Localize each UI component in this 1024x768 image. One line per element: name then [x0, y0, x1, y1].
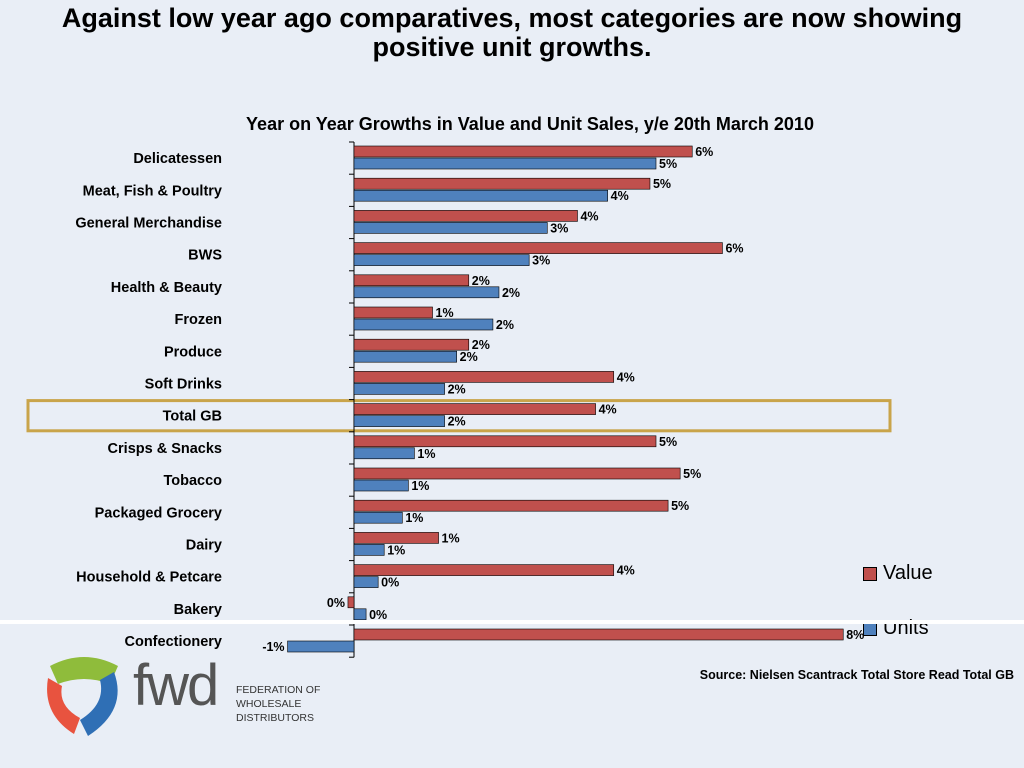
data-label-value-confectionery: 8% — [846, 628, 864, 642]
bar-value-crisps-snacks — [353, 435, 657, 448]
bar-value-meat-fish-poultry — [353, 177, 651, 190]
data-label-value-bws: 6% — [725, 242, 743, 256]
bar-value-confectionery — [353, 628, 844, 641]
logo-line-3: DISTRIBUTORS — [236, 712, 314, 724]
bar-value-soft-drinks — [353, 371, 615, 383]
data-label-units-confectionery: -1% — [262, 640, 284, 654]
source-note: Source: Nielsen Scantrack Total Store Re… — [699, 668, 1014, 682]
category-label-total-gb: Total GB — [163, 409, 222, 425]
bar-units-household-petcare — [353, 576, 379, 588]
bar-value-health-beauty — [353, 274, 470, 287]
data-label-units-tobacco: 1% — [411, 479, 429, 493]
chart-title: Year on Year Growths in Value and Unit S… — [246, 114, 814, 134]
bar-units-health-beauty — [353, 286, 500, 299]
bar-value-frozen — [353, 306, 433, 319]
logo-wordmark: fwd — [133, 653, 219, 718]
bar-units-bakery — [353, 608, 367, 621]
data-label-value-bakery: 0% — [327, 596, 345, 610]
data-label-units-crisps-snacks: 1% — [417, 447, 435, 461]
bar-units-dairy — [353, 544, 385, 556]
category-label-delicatessen: Delicatessen — [133, 151, 222, 167]
category-label-bakery: Bakery — [174, 602, 222, 618]
category-label-confectionery: Confectionery — [125, 634, 223, 650]
bar-units-frozen — [353, 318, 494, 331]
bar-value-bws — [353, 242, 723, 254]
bar-units-crisps-snacks — [353, 447, 415, 460]
data-label-value-crisps-snacks: 5% — [659, 435, 677, 449]
bar-units-bws — [353, 254, 530, 266]
data-label-units-general-merchandise: 3% — [550, 221, 568, 235]
category-label-household-petcare: Household & Petcare — [76, 570, 222, 586]
bar-units-produce — [353, 350, 457, 363]
bar-value-bakery — [347, 596, 355, 609]
bar-value-general-merchandise — [353, 210, 578, 222]
category-label-meat-fish-poultry: Meat, Fish & Poultry — [83, 183, 222, 199]
data-label-value-produce: 2% — [472, 338, 490, 352]
data-label-units-delicatessen: 5% — [659, 157, 677, 171]
data-label-units-household-petcare: 0% — [381, 576, 399, 590]
data-label-units-produce: 2% — [460, 350, 478, 364]
bar-value-delicatessen — [353, 145, 693, 158]
legend-swatch-value — [863, 566, 877, 581]
bar-value-total-gb — [353, 403, 596, 415]
bar-value-produce — [353, 338, 470, 351]
category-label-health-beauty: Health & Beauty — [111, 280, 222, 296]
bar-value-packaged-grocery — [353, 499, 669, 512]
headline-line-2: positive unit growths. — [372, 32, 652, 62]
category-label-dairy: Dairy — [186, 538, 222, 554]
data-label-value-dairy: 1% — [442, 531, 460, 545]
category-label-bws: BWS — [188, 248, 222, 264]
data-label-value-meat-fish-poultry: 5% — [653, 177, 671, 191]
bar-value-dairy — [353, 532, 439, 544]
bar-units-tobacco — [353, 479, 409, 492]
data-label-units-packaged-grocery: 1% — [405, 511, 423, 525]
highlight-box — [26, 399, 892, 433]
bar-units-packaged-grocery — [353, 511, 403, 524]
category-label-produce: Produce — [164, 344, 222, 360]
logo-line-2: WHOLESALE — [236, 698, 302, 710]
bar-units-meat-fish-poultry — [353, 189, 608, 202]
divider-line — [0, 620, 1024, 624]
data-label-value-general-merchandise: 4% — [580, 209, 598, 223]
legend-item-value: Value — [863, 562, 933, 585]
bar-units-soft-drinks — [353, 383, 445, 395]
data-label-units-soft-drinks: 2% — [448, 382, 466, 396]
bar-units-confectionery — [287, 640, 355, 653]
category-label-general-merchandise: General Merchandise — [75, 216, 222, 232]
data-label-value-total-gb: 4% — [599, 403, 617, 417]
category-label-soft-drinks: Soft Drinks — [145, 377, 222, 393]
data-label-value-health-beauty: 2% — [472, 274, 490, 288]
bar-units-total-gb — [353, 415, 445, 427]
data-label-units-meat-fish-poultry: 4% — [611, 189, 629, 203]
data-label-units-frozen: 2% — [496, 318, 514, 332]
fwd-logo-icon — [47, 657, 118, 736]
bar-units-delicatessen — [353, 157, 657, 170]
headline-line-1: Against low year ago comparatives, most … — [61, 3, 963, 33]
data-label-value-tobacco: 5% — [683, 467, 701, 481]
category-label-packaged-grocery: Packaged Grocery — [95, 505, 222, 521]
data-label-units-total-gb: 2% — [448, 415, 466, 429]
bar-value-tobacco — [353, 467, 681, 480]
data-label-units-bakery: 0% — [369, 608, 387, 622]
data-label-units-bws: 3% — [532, 254, 550, 268]
data-label-value-packaged-grocery: 5% — [671, 499, 689, 513]
data-label-value-frozen: 1% — [436, 306, 454, 320]
bar-value-household-petcare — [353, 564, 615, 576]
category-label-frozen: Frozen — [174, 312, 222, 328]
data-label-units-health-beauty: 2% — [502, 286, 520, 300]
data-label-value-household-petcare: 4% — [617, 564, 635, 578]
legend-label-value: Value — [883, 562, 933, 584]
data-label-value-delicatessen: 6% — [695, 145, 713, 159]
category-label-crisps-snacks: Crisps & Snacks — [108, 441, 222, 457]
headline: Against low year ago comparatives, most … — [0, 4, 1024, 62]
logo-subtitle: FEDERATION OF WHOLESALE DISTRIBUTORS — [236, 683, 320, 725]
bar-units-general-merchandise — [353, 222, 548, 234]
data-label-units-dairy: 1% — [387, 543, 405, 557]
category-label-tobacco: Tobacco — [163, 473, 222, 489]
data-label-value-soft-drinks: 4% — [617, 370, 635, 384]
logo-line-1: FEDERATION OF — [236, 684, 321, 696]
